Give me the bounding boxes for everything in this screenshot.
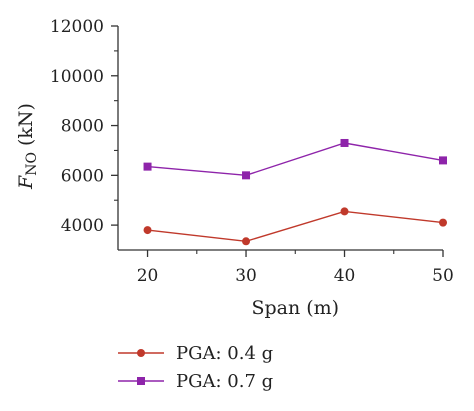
y-axis-label-unit: (kN): [15, 103, 37, 152]
series-2: [143, 138, 447, 180]
y-tick-label: 6000: [61, 166, 104, 186]
series-line: [147, 142, 444, 177]
legend-marker: [137, 349, 145, 357]
data-point: [340, 207, 349, 216]
x-tick-label: 30: [235, 266, 257, 286]
axes: 4000 6000 8000 10000 12000 20 30 40 50 Span (m) FN…: [15, 17, 454, 319]
legend: PGA: 0.4 g PGA: 0.7 g: [118, 343, 273, 392]
x-tick-label: 40: [334, 266, 356, 286]
data-point: [143, 226, 152, 235]
legend-label: PGA: 0.7 g: [176, 371, 273, 392]
data-point: [340, 138, 349, 147]
legend-label: PGA: 0.4 g: [176, 343, 273, 364]
data-point: [242, 237, 251, 246]
x-tick-label: 20: [137, 266, 159, 286]
series-1: [143, 207, 447, 246]
legend-item-2: PGA: 0.7 g: [118, 371, 273, 392]
x-axis-label: Span (m): [251, 297, 339, 319]
y-tick-label: 12000: [50, 17, 104, 37]
data-point: [242, 171, 251, 180]
y-axis-label-sub: NO: [24, 152, 40, 176]
y-tick-label: 4000: [61, 216, 104, 236]
data-point: [439, 156, 447, 165]
y-axis-label-main: F: [15, 175, 37, 190]
series-line: [147, 210, 444, 243]
x-tick-label: 50: [432, 266, 454, 286]
y-tick-label: 8000: [61, 117, 104, 137]
series-layer: [143, 138, 447, 246]
data-point: [439, 218, 447, 227]
legend-marker: [137, 377, 145, 385]
y-tick-label: 10000: [50, 67, 104, 87]
legend-item-1: PGA: 0.4 g: [118, 343, 273, 364]
y-axis-label: FNO (kN): [15, 103, 40, 190]
data-point: [143, 162, 152, 171]
